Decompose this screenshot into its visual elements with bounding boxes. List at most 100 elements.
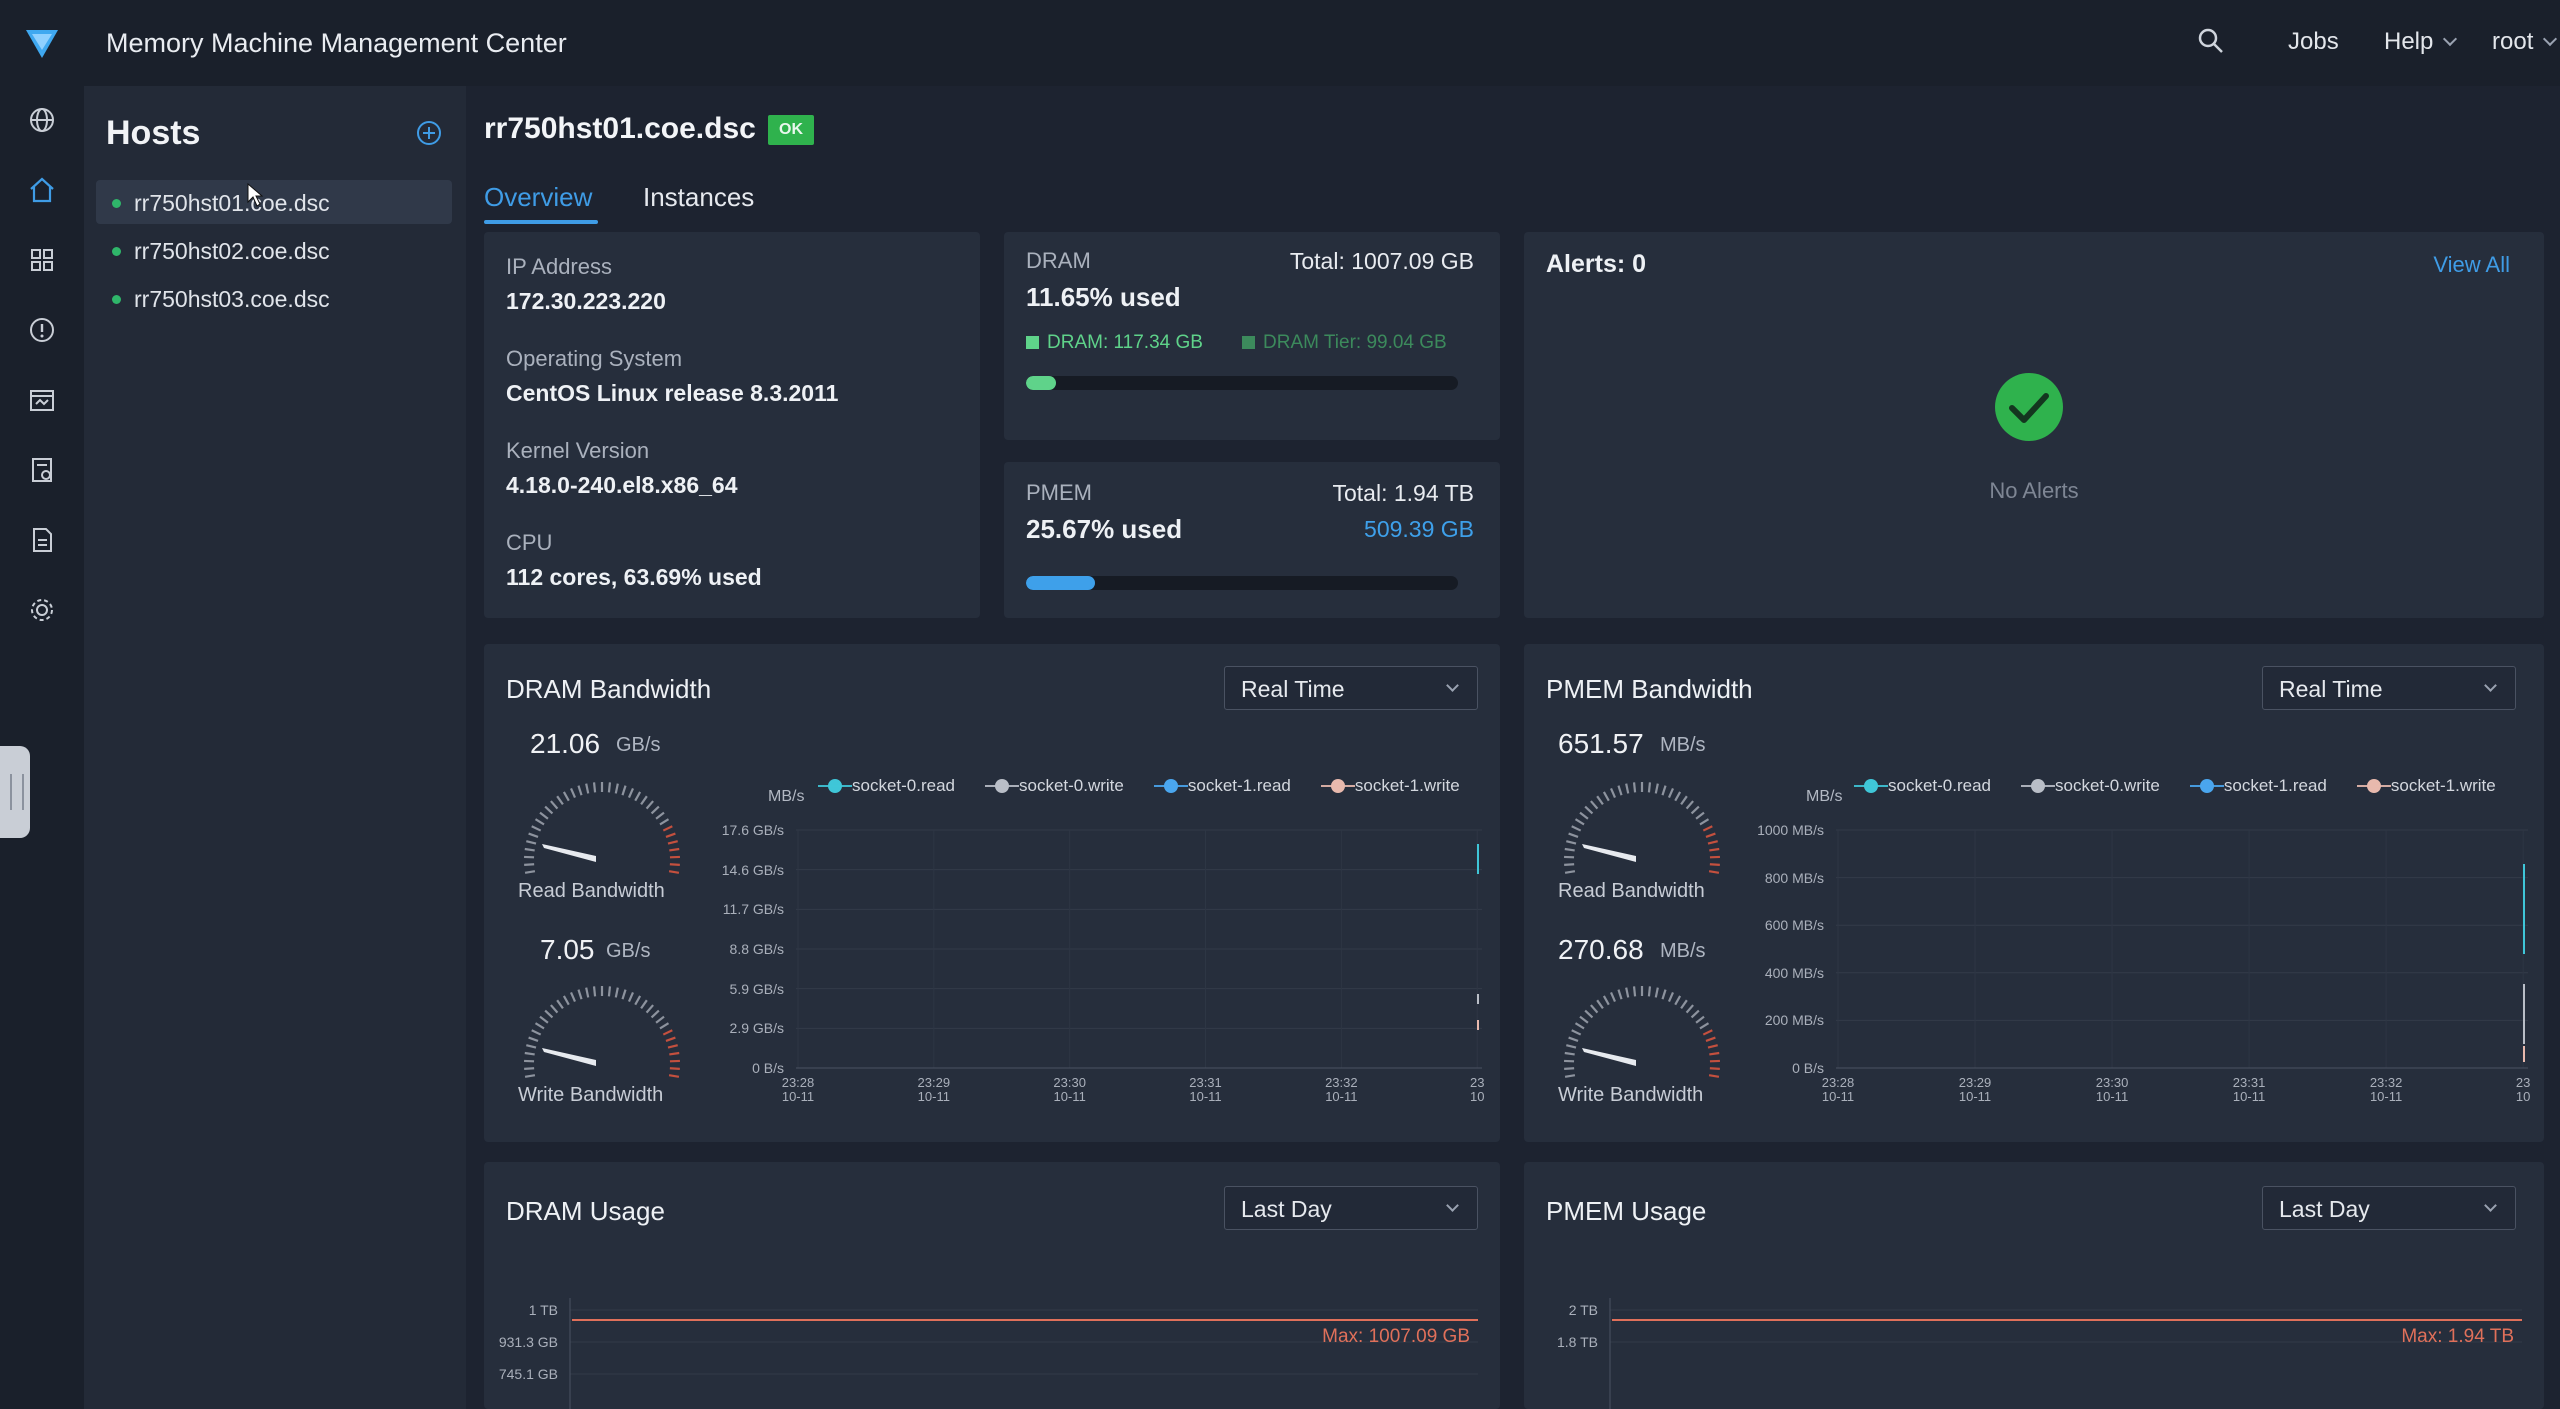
ip-value: 172.30.223.220 [506,288,666,314]
alerts-title: Alerts: 0 [1546,250,1647,278]
y-tick-label: 1 TB [528,1302,558,1318]
legend-item[interactable]: socket-1.read [1153,776,1291,796]
dram-bandwidth-chart: 17.6 GB/s 14.6 GB/s 11.7 GB/s 8.8 GB/s 5.9 G… [704,822,1494,1134]
legend-item[interactable]: socket-1.write [1320,776,1460,796]
tab-overview[interactable]: Overview [484,182,593,212]
calendar-icon[interactable] [26,384,58,416]
gauge-tick [1568,832,1579,839]
host-item[interactable]: rr750hst01.coe.dsc [96,180,452,224]
pmem-bandwidth-range-select[interactable]: Real Time [2262,666,2516,710]
document-icon[interactable] [26,524,58,556]
gauge-tick [621,785,627,796]
gauge-tick [1584,1009,1594,1019]
legend-swatch [2356,779,2391,793]
gauge-tick [650,1009,660,1019]
gauge-tick [592,782,597,793]
globe-icon[interactable] [26,104,58,136]
sidebar-collapse-handle[interactable] [0,746,30,838]
report-icon[interactable] [26,454,58,486]
gauge-tick [645,1004,654,1014]
gauge-tick [614,987,619,998]
read-bandwidth-gauge [1564,782,1720,874]
gauge-tick [1564,1074,1576,1078]
gauge-tick [1610,787,1617,799]
dram-legend: DRAM: 117.34 GB [1026,332,1203,354]
gauge-tick [570,787,577,799]
host-label: rr750hst02.coe.dsc [134,238,330,264]
x-tick-label: 23:31 10-11 [2219,1076,2279,1104]
gauge-tick [1564,1051,1575,1056]
x-tick-label: 23:29 10-11 [1945,1076,2005,1104]
y-tick-label: 800 MB/s [1764,869,1824,886]
gauge-needle [542,1048,596,1066]
add-host-icon[interactable] [414,118,444,148]
gauge-tick [1564,847,1575,852]
gauge-tick [1705,832,1716,839]
dram-bandwidth-range-select[interactable]: Real Time [1224,666,1478,710]
dram-used: 11.65% used [1026,282,1181,312]
y-tick-label: 1.8 TB [1557,1334,1598,1350]
dram-usage-bar [1026,376,1458,390]
pmem-usage-range-select[interactable]: Last Day [2262,1186,2516,1230]
legend-item[interactable]: socket-0.write [985,776,1124,796]
x-tick-label: 23:32 10-11 [1311,1076,1371,1104]
read-bandwidth-gauge [524,782,680,874]
gauge-tick [1574,818,1585,826]
gauge-tick [1702,825,1713,832]
gauge-tick [1566,1044,1577,1049]
app-logo-icon[interactable] [22,24,62,64]
view-all-link[interactable]: View All [2433,252,2510,277]
user-menu[interactable]: root [2492,28,2558,56]
gauge-tick [1596,795,1604,805]
gear-icon[interactable] [26,594,58,626]
search-icon[interactable] [2196,26,2226,56]
x-tick-label: 23:31 10-11 [1176,1076,1236,1104]
legend-item[interactable]: socket-1.write [2356,776,2496,796]
legend-swatch [1026,336,1039,349]
legend-swatch [2021,779,2055,793]
gauge-tick [524,1067,535,1070]
host-item[interactable]: rr750hst02.coe.dsc [96,228,452,272]
dropdown-value: Real Time [1241,676,1345,702]
legend-item[interactable]: socket-0.read [1854,776,1991,796]
jobs-link[interactable]: Jobs [2288,28,2339,55]
chart-canvas [1836,829,2528,1069]
alert-icon[interactable] [26,314,58,346]
gauge-tick [577,989,583,1000]
pmem-bandwidth-chart: 1000 MB/s 800 MB/s 600 MB/s 400 MB/s 200 MB/… [1744,822,2540,1134]
legend-item[interactable]: socket-0.write [2021,776,2160,796]
dram-legend-label: DRAM: 117.34 GB [1047,332,1203,353]
host-item[interactable]: rr750hst03.coe.dsc [96,276,452,320]
legend-item[interactable]: socket-1.read [2189,776,2327,796]
gauge-tick [1680,999,1688,1009]
legend-item[interactable]: socket-0.read [818,776,955,796]
gauge-tick [524,863,535,866]
gauge-tick [550,800,559,810]
gauge-tick [1685,1004,1694,1014]
gauge-needle [1582,1048,1636,1066]
gauge-tick [1654,783,1659,794]
dram-bandwidth-card: DRAM Bandwidth Real Time 21.06 GB/s Read… [484,644,1500,1142]
dram-usage-range-select[interactable]: Last Day [1224,1186,1478,1230]
help-menu[interactable]: Help [2384,28,2458,56]
grid-icon[interactable] [26,244,58,276]
y-tick-label: 400 MB/s [1764,964,1824,981]
pmem-total: Total: 1.94 TB [1332,480,1475,506]
status-badge: OK [768,115,814,145]
tab-instances[interactable]: Instances [643,182,755,212]
read-bandwidth-unit: MB/s [1660,734,1706,756]
home-icon[interactable] [26,174,58,206]
legend-label: socket-0.write [2055,776,2160,795]
y-tick-label: 11.7 GB/s [722,901,784,918]
gauge-tick [1564,1067,1575,1070]
legend-label: socket-1.write [2390,776,2496,795]
x-tick-label: 23 10 [1447,1076,1507,1104]
y-tick-label: 745.1 GB [498,1366,558,1382]
gauge-tick [1705,1036,1716,1043]
nav-rail [0,86,84,1409]
gauge-tick [556,999,564,1009]
gauge-tick [528,832,539,839]
os-value: CentOS Linux release 8.3.2011 [506,380,839,406]
gauge-tick [668,870,680,874]
host-title: rr750hst01.coe.dsc [484,112,756,145]
